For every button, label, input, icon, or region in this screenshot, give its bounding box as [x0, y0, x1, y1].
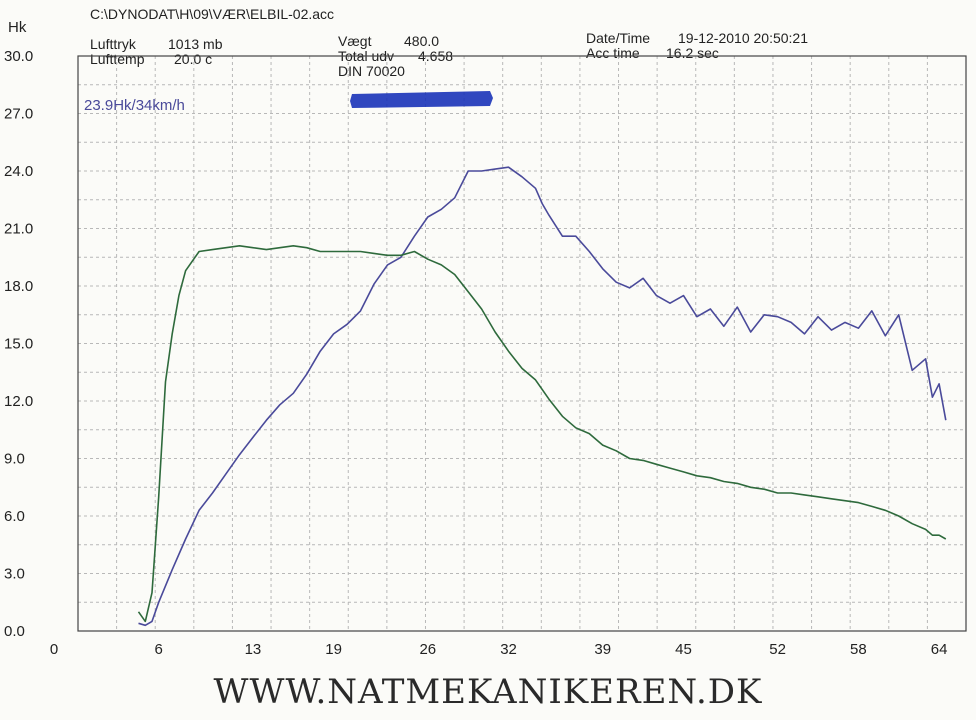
y-tick-label: 18.0 — [4, 278, 33, 295]
lufttemp-value: 20.0 c — [174, 51, 213, 67]
y-tick-label: 24.0 — [4, 163, 33, 180]
datetime-label: Date/Time — [586, 30, 651, 46]
redacted-annotation-mark — [350, 91, 493, 108]
acc-time-value: 16.2 sec — [666, 45, 719, 61]
vaegt-value: 480.0 — [404, 33, 440, 49]
x-tick-label: 26 — [419, 641, 436, 658]
y-tick-label: 30.0 — [4, 48, 33, 65]
x-tick-label: 39 — [594, 641, 611, 658]
x-tick-labels: 0 6 13 19 26 32 39 45 52 58 64 — [50, 641, 948, 658]
peak-annotation: 23.9Hk/34km/h — [84, 97, 185, 114]
x-tick-label: 19 — [325, 641, 342, 658]
x-tick-label: 58 — [850, 641, 867, 658]
acc-time-label: Acc time — [586, 45, 640, 61]
y-tick-label: 0.0 — [4, 623, 25, 640]
y-tick-label: 27.0 — [4, 106, 33, 123]
y-tick-label: 12.0 — [4, 393, 33, 410]
power-curve — [138, 166, 947, 627]
x-tick-label: 13 — [245, 641, 262, 658]
file-path: C:\DYNODAT\H\09\VÆR\ELBIL-02.acc — [90, 6, 335, 22]
x-tick-label: 6 — [155, 641, 163, 658]
y-tick-label: 6.0 — [4, 508, 25, 525]
x-tick-label: 0 — [50, 641, 58, 658]
chart-axes — [77, 55, 967, 632]
x-tick-label: 64 — [931, 641, 948, 658]
y-tick-labels: 0.0 3.0 6.0 9.0 12.0 15.0 18.0 21.0 24.0 27.0 30.0 — [4, 48, 33, 640]
lufttryk-label: Lufttryk — [90, 36, 136, 52]
y-tick-label: 9.0 — [4, 451, 25, 468]
y-tick-label: 3.0 — [4, 566, 25, 583]
din-label: DIN 70020 — [338, 63, 405, 79]
lufttemp-label: Lufttemp — [90, 51, 145, 67]
x-tick-label: 45 — [675, 641, 692, 658]
datetime-value: 19-12-2010 20:50:21 — [678, 30, 808, 46]
y-axis-label: Hk — [8, 19, 27, 36]
plot-frame — [77, 55, 967, 632]
vaegt-label: Vægt — [338, 33, 372, 49]
chart-series — [137, 166, 947, 627]
x-tick-label: 52 — [769, 641, 786, 658]
x-tick-label: 32 — [500, 641, 517, 658]
y-tick-label: 21.0 — [4, 221, 33, 238]
lufttryk-value: 1013 mb — [168, 36, 223, 52]
chart-grid — [78, 56, 966, 631]
torque-curve — [137, 245, 947, 623]
y-tick-label: 15.0 — [4, 336, 33, 353]
website-footer: WWW.NATMEKANIKEREN.DK — [213, 672, 763, 712]
